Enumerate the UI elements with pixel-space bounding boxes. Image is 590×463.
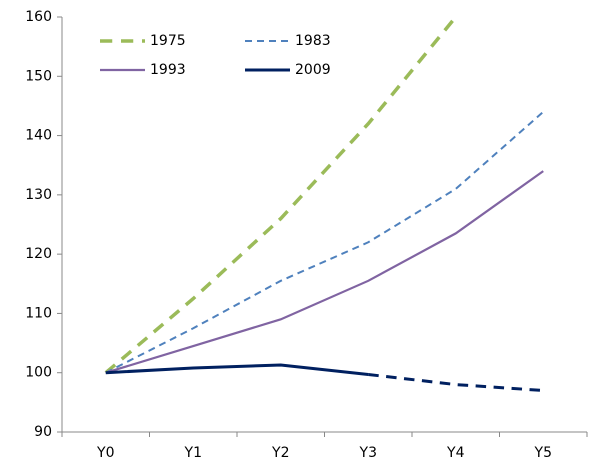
x-tick-label: Y5	[534, 445, 552, 461]
legend-label: 1983	[295, 33, 331, 49]
series-line	[104, 15, 458, 375]
y-tick-label: 130	[25, 187, 52, 203]
y-tick-label: 90	[34, 424, 52, 440]
y-tick-label: 150	[25, 68, 52, 84]
y-tick-label: 140	[25, 128, 52, 144]
x-tick-label: Y1	[184, 445, 202, 461]
series-line	[105, 170, 544, 374]
y-tick-label: 120	[25, 246, 52, 262]
y-tick-label: 160	[25, 9, 52, 25]
series-line	[368, 373, 544, 392]
series-line	[105, 111, 544, 374]
y-tick-label: 110	[25, 305, 52, 321]
legend-label: 2009	[295, 62, 331, 78]
x-tick-label: Y0	[96, 445, 114, 461]
legend-label: 1975	[150, 33, 186, 49]
y-tick-label: 100	[25, 365, 52, 381]
series-line	[105, 363, 369, 376]
legend-label: 1993	[150, 62, 186, 78]
x-tick-label: Y4	[446, 445, 465, 461]
x-tick-label: Y3	[359, 445, 377, 461]
x-tick-label: Y2	[271, 445, 289, 461]
